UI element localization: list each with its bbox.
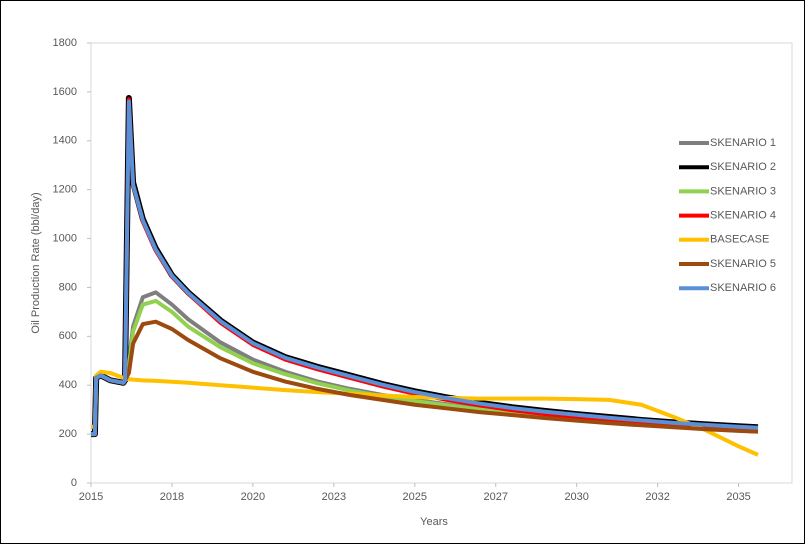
y-tick-label: 1600 <box>53 86 77 98</box>
y-tick-label: 600 <box>59 330 77 342</box>
y-tick-label: 400 <box>59 379 77 391</box>
y-tick-label: 800 <box>59 281 77 293</box>
legend-label: SKENARIO 3 <box>710 185 776 197</box>
series-line <box>91 99 759 437</box>
y-tick-label: 1200 <box>53 184 77 196</box>
x-axis-label: Years <box>420 516 448 528</box>
plot-area <box>90 42 793 484</box>
y-axis-label: Oil Production Rate (bbl/day) <box>30 192 42 333</box>
y-tick-label: 1400 <box>53 135 77 147</box>
y-tick-label: 1800 <box>53 37 77 49</box>
legend-label: SKENARIO 1 <box>710 137 776 149</box>
x-tick-label: 2032 <box>645 491 669 503</box>
y-tick-label: 200 <box>59 428 77 440</box>
legend-label: SKENARIO 6 <box>710 282 776 294</box>
x-tick-label: 2035 <box>726 491 750 503</box>
x-tick-label: 2023 <box>322 491 346 503</box>
legend-label: SKENARIO 5 <box>710 258 776 270</box>
x-tick-label: 2015 <box>79 491 103 503</box>
x-tick-label: 2018 <box>160 491 184 503</box>
legend-label: SKENARIO 4 <box>710 210 776 222</box>
x-tick-label: 2025 <box>403 491 427 503</box>
y-tick-label: 0 <box>71 477 77 489</box>
legend-label: BASECASE <box>710 234 769 246</box>
x-tick-label: 2030 <box>564 491 588 503</box>
x-tick-label: 2027 <box>483 491 507 503</box>
x-tick-label: 2020 <box>241 491 265 503</box>
y-tick-label: 1000 <box>53 232 77 244</box>
legend-label: SKENARIO 2 <box>710 161 776 173</box>
